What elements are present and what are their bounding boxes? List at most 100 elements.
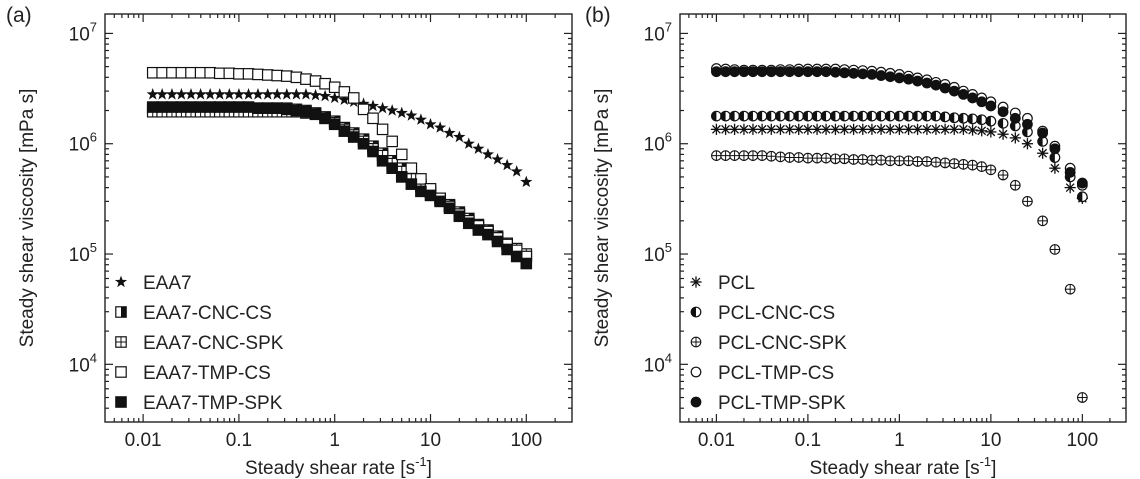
data-point <box>1009 112 1021 124</box>
data-point <box>462 217 475 230</box>
data-point <box>711 110 722 122</box>
data-point <box>711 66 722 78</box>
data-point <box>756 110 768 122</box>
data-point <box>967 92 978 104</box>
y-tick-label: 106 <box>644 130 672 156</box>
x-tick-label: 10 <box>980 430 1001 451</box>
data-point <box>976 114 988 126</box>
data-point <box>491 153 504 165</box>
legend-label: EAA7-TMP-SPK <box>143 393 283 414</box>
data-point <box>997 106 1009 118</box>
data-point <box>233 101 245 113</box>
y-tick-label: 106 <box>69 130 97 156</box>
plot-frame <box>679 13 1127 423</box>
panel-a: (a) 0.01 0.1 1 10 100 104 105 106 107 Steady shear… <box>6 4 573 479</box>
series-eaa7 <box>146 88 533 188</box>
data-point <box>948 85 960 97</box>
data-point <box>930 156 942 168</box>
data-point <box>857 68 869 80</box>
data-point <box>930 110 942 122</box>
data-point <box>939 157 951 169</box>
data-point <box>857 110 869 122</box>
data-point <box>912 75 923 87</box>
data-point <box>793 110 805 122</box>
data-point <box>252 102 264 114</box>
data-point <box>175 88 188 100</box>
data-point <box>233 68 245 80</box>
data-point <box>930 79 942 91</box>
data-point <box>903 110 914 122</box>
legend-marker <box>115 336 127 348</box>
x-tick-label: 100 <box>510 430 542 451</box>
data-point <box>1077 392 1088 403</box>
data-point <box>765 123 777 135</box>
data-point <box>848 110 860 122</box>
data-point <box>820 110 832 122</box>
legend-label: EAA7-TMP-CS <box>143 363 271 384</box>
data-point <box>146 88 159 100</box>
y-tick-label: 105 <box>644 240 672 266</box>
y-tick-label: 105 <box>69 240 97 266</box>
legend-marker <box>690 366 702 378</box>
legend-label: PCL-TMP-SPK <box>718 393 846 414</box>
y-tick-label: 104 <box>644 350 672 376</box>
data-point <box>1037 135 1049 147</box>
data-point <box>204 66 216 79</box>
data-point <box>357 137 370 150</box>
data-point <box>866 110 878 122</box>
data-point <box>967 113 978 125</box>
data-point <box>300 73 312 85</box>
x-tick-label: 0.1 <box>795 430 821 451</box>
data-point <box>261 69 274 81</box>
legend-label: EAA7 <box>143 273 192 294</box>
data-point <box>820 123 832 135</box>
data-point <box>280 103 293 116</box>
data-point <box>405 178 418 190</box>
data-point <box>729 150 740 161</box>
data-point <box>299 88 313 100</box>
x-tick-label: 0.01 <box>125 430 162 451</box>
data-point <box>347 92 360 104</box>
legend-item: EAA7-TMP-SPK <box>115 393 283 414</box>
data-point <box>738 66 750 78</box>
data-point <box>985 100 997 112</box>
data-point <box>997 169 1009 181</box>
data-point <box>280 88 293 100</box>
data-point <box>893 110 905 122</box>
data-point <box>501 243 513 256</box>
data-point <box>194 101 207 113</box>
data-point <box>848 154 859 165</box>
data-point <box>204 88 217 100</box>
x-axis-title: Steady shear rate [s-1] <box>810 454 997 479</box>
data-point <box>747 110 759 122</box>
data-point <box>958 89 969 100</box>
data-point <box>1049 143 1061 155</box>
data-point <box>347 131 360 143</box>
data-point <box>875 70 887 81</box>
legend-label: EAA7-CNC-SPK <box>143 333 284 354</box>
data-point <box>328 118 341 131</box>
data-point <box>261 88 274 100</box>
legend-item: PCL-CNC-SPK <box>690 333 847 354</box>
data-point <box>271 69 283 82</box>
data-point <box>338 125 351 137</box>
data-point <box>175 101 188 113</box>
data-point <box>747 66 759 78</box>
data-point <box>912 110 923 122</box>
data-point <box>1076 191 1088 203</box>
legend-marker <box>114 275 128 288</box>
data-point <box>857 154 869 165</box>
data-point <box>213 88 226 100</box>
data-point <box>802 152 814 164</box>
data-point <box>482 228 494 241</box>
data-point <box>328 81 341 94</box>
data-point <box>223 88 236 100</box>
data-point <box>1009 179 1021 191</box>
data-point <box>414 113 427 125</box>
data-point <box>223 101 236 113</box>
data-point <box>242 88 255 100</box>
y-axis-title: Steady shear viscosity [mPa s] <box>17 89 38 348</box>
data-point <box>1022 196 1033 207</box>
data-point <box>1037 147 1049 159</box>
legend-item: EAA7-CNC-SPK <box>115 333 284 354</box>
